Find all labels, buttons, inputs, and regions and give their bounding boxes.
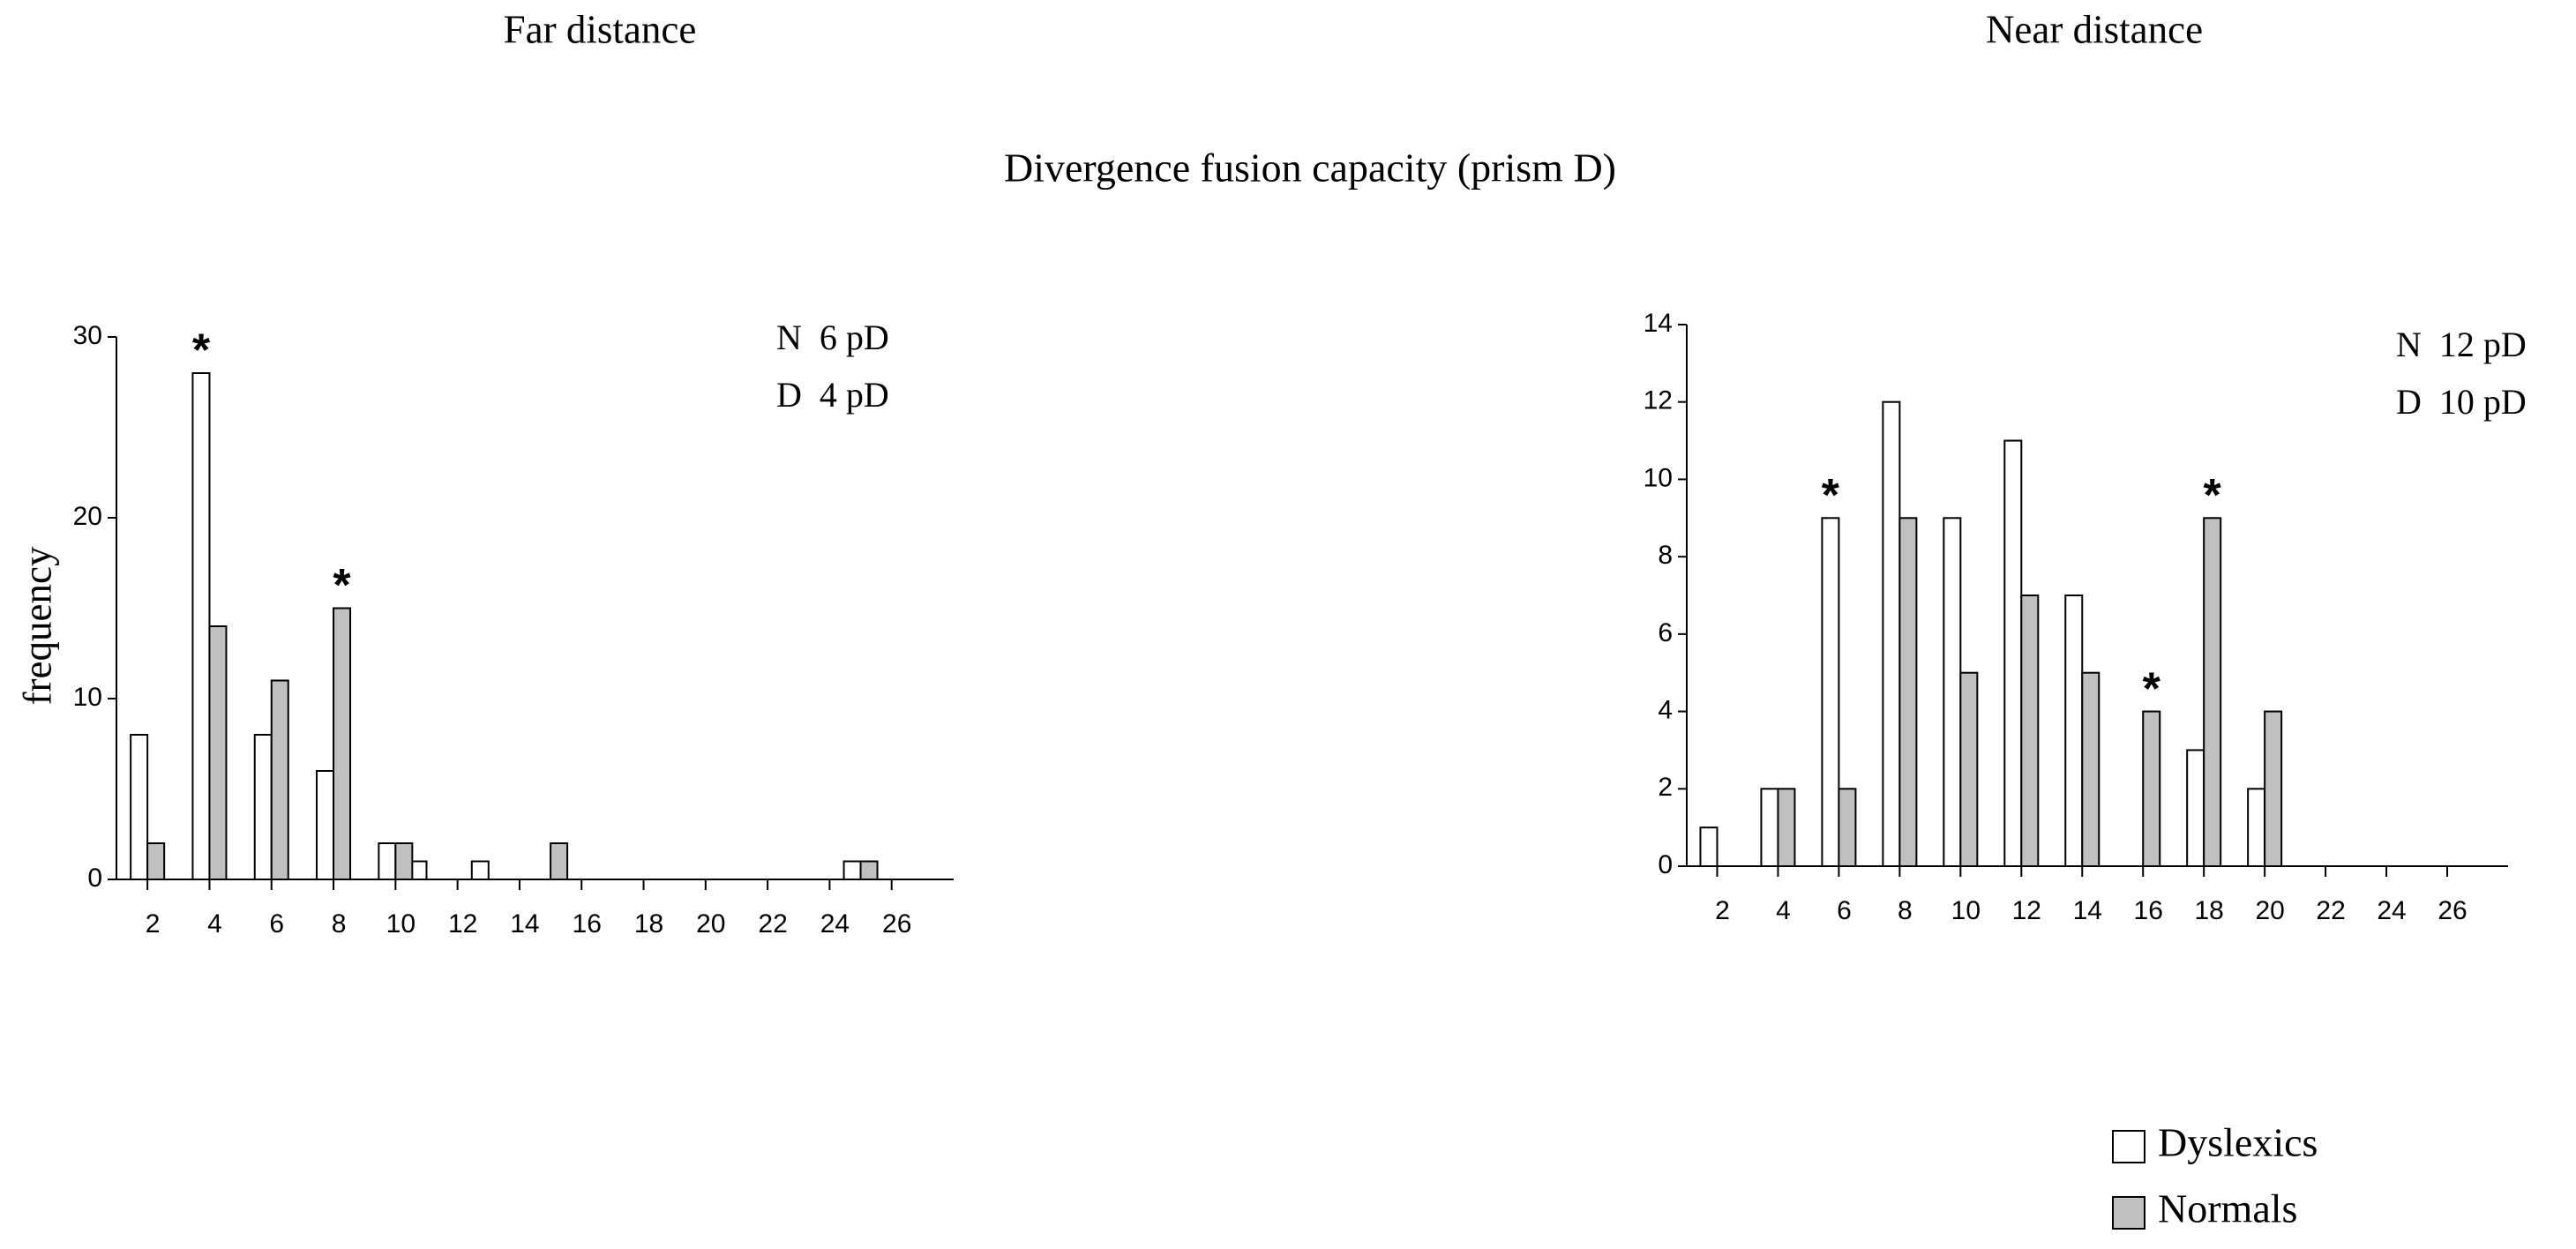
- bar: [191, 372, 211, 880]
- y-tick-label: 6: [1658, 618, 1673, 647]
- bar: [1760, 788, 1779, 867]
- significance-marker: *: [1822, 470, 1840, 521]
- significance-marker: *: [192, 325, 211, 377]
- x-tick-label: 20: [696, 909, 725, 939]
- bar: [394, 842, 414, 880]
- bar: [316, 770, 335, 880]
- x-tick-label: 12: [2012, 896, 2041, 925]
- bar: [842, 860, 862, 880]
- x-tick-label: 22: [758, 909, 787, 939]
- y-tick-label: 0: [1658, 850, 1673, 879]
- bar: [333, 607, 352, 880]
- x-tick-label: 18: [2194, 896, 2223, 925]
- bar: [1943, 517, 1962, 867]
- bar: [2081, 671, 2100, 868]
- x-tick-label: 16: [573, 909, 602, 939]
- significance-marker: *: [2143, 663, 2161, 714]
- x-tick-label: 6: [269, 909, 284, 939]
- bar: [859, 860, 879, 880]
- x-tick-label: 10: [386, 909, 416, 939]
- bar: [253, 734, 273, 880]
- x-tick-label: 8: [1898, 896, 1913, 925]
- y-tick-label: 8: [1658, 541, 1673, 570]
- y-tick-label: 20: [73, 502, 102, 531]
- x-tick-label: 2: [1715, 896, 1730, 925]
- bar: [1959, 671, 1979, 868]
- bar: [270, 679, 289, 880]
- x-tick-label: 2: [146, 909, 161, 939]
- stat-note: D 4 pD: [776, 375, 889, 415]
- x-tick-label: 24: [820, 909, 850, 939]
- x-tick-label: 26: [882, 909, 911, 939]
- bar: [2003, 439, 2023, 867]
- y-tick-label: 2: [1658, 773, 1673, 802]
- chart-title: Far distance: [504, 7, 697, 51]
- stat-note: N 6 pD: [776, 318, 889, 357]
- bar: [2203, 517, 2222, 867]
- significance-marker: *: [2204, 470, 2222, 521]
- bar: [2247, 788, 2266, 867]
- bar: [208, 625, 228, 880]
- x-tick-label: 16: [2134, 896, 2163, 925]
- y-tick-label: 10: [1644, 463, 1673, 492]
- y-tick-label: 4: [1658, 695, 1673, 724]
- bar: [1699, 826, 1719, 868]
- y-tick-label: 30: [73, 321, 102, 350]
- bar: [1882, 400, 1901, 867]
- stat-note: D 10 pD: [2396, 382, 2527, 422]
- legend-swatch: [2112, 1130, 2145, 1163]
- significance-marker: *: [333, 560, 351, 611]
- bar: [1777, 788, 1796, 867]
- x-tick-label: 14: [2073, 896, 2102, 925]
- chart-title: Near distance: [1986, 7, 2203, 51]
- y-tick-label: 0: [87, 864, 102, 893]
- bar: [550, 842, 569, 880]
- stat-note: N 12 pD: [2396, 325, 2527, 364]
- bar: [470, 860, 490, 880]
- y-axis-label: frequency: [15, 546, 59, 705]
- x-tick-label: 26: [2437, 896, 2467, 925]
- x-tick-label: 8: [332, 909, 347, 939]
- bar: [2064, 595, 2084, 867]
- bar: [130, 734, 149, 880]
- x-tick-label: 10: [1951, 896, 1981, 925]
- figure-title: Divergence fusion capacity (prism D): [1004, 146, 1616, 191]
- x-tick-label: 6: [1837, 896, 1852, 925]
- y-tick-label: 14: [1644, 309, 1673, 338]
- x-tick-label: 12: [448, 909, 477, 939]
- y-tick-label: 12: [1644, 386, 1673, 415]
- x-tick-label: 22: [2316, 896, 2345, 925]
- x-tick-label: 4: [207, 909, 222, 939]
- y-tick-label: 10: [73, 683, 102, 712]
- bar: [378, 842, 397, 880]
- bar: [146, 842, 166, 880]
- x-tick-label: 18: [634, 909, 663, 939]
- legend-swatch: [2112, 1196, 2145, 1230]
- bar: [1898, 517, 1918, 867]
- x-tick-label: 14: [510, 909, 539, 939]
- bar: [1821, 517, 1840, 867]
- bar: [2264, 710, 2283, 867]
- bar: [2142, 710, 2161, 867]
- legend-label: Normals: [2158, 1186, 2297, 1231]
- bar: [2186, 749, 2205, 868]
- legend-label: Dyslexics: [2158, 1120, 2318, 1165]
- x-tick-label: 20: [2255, 896, 2284, 925]
- x-tick-label: 4: [1776, 896, 1791, 925]
- x-tick-label: 24: [2377, 896, 2406, 925]
- bar: [1838, 788, 1857, 867]
- bar: [2020, 595, 2040, 867]
